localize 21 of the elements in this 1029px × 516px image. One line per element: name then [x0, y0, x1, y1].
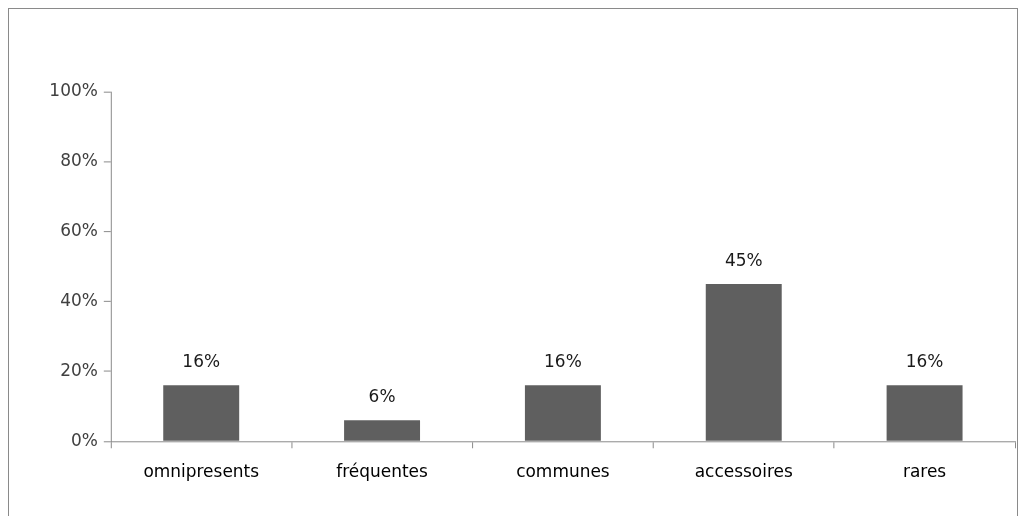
x-tick-label: omnipresents: [143, 460, 260, 481]
x-tick-label: communes: [516, 460, 610, 481]
bar: [705, 283, 782, 441]
y-tick-label: 20%: [60, 359, 98, 380]
data-label: 6%: [368, 386, 396, 407]
y-tick-label: 0%: [70, 429, 98, 450]
data-label: 16%: [544, 351, 582, 372]
bar: [886, 385, 963, 441]
y-tick-label: 100%: [49, 80, 98, 101]
bar: [344, 420, 421, 441]
data-label: 16%: [905, 351, 944, 372]
data-label: 16%: [182, 351, 221, 372]
x-tick-label: fréquentes: [336, 460, 428, 481]
y-tick-label: 40%: [60, 289, 98, 310]
y-tick-label: 60%: [60, 219, 98, 240]
x-tick-label: rares: [902, 460, 947, 481]
bar: [163, 385, 240, 441]
y-tick-label: 80%: [60, 150, 98, 170]
data-label: 45%: [724, 249, 763, 270]
bar: [524, 385, 601, 441]
x-tick-label: accessoires: [694, 460, 793, 481]
